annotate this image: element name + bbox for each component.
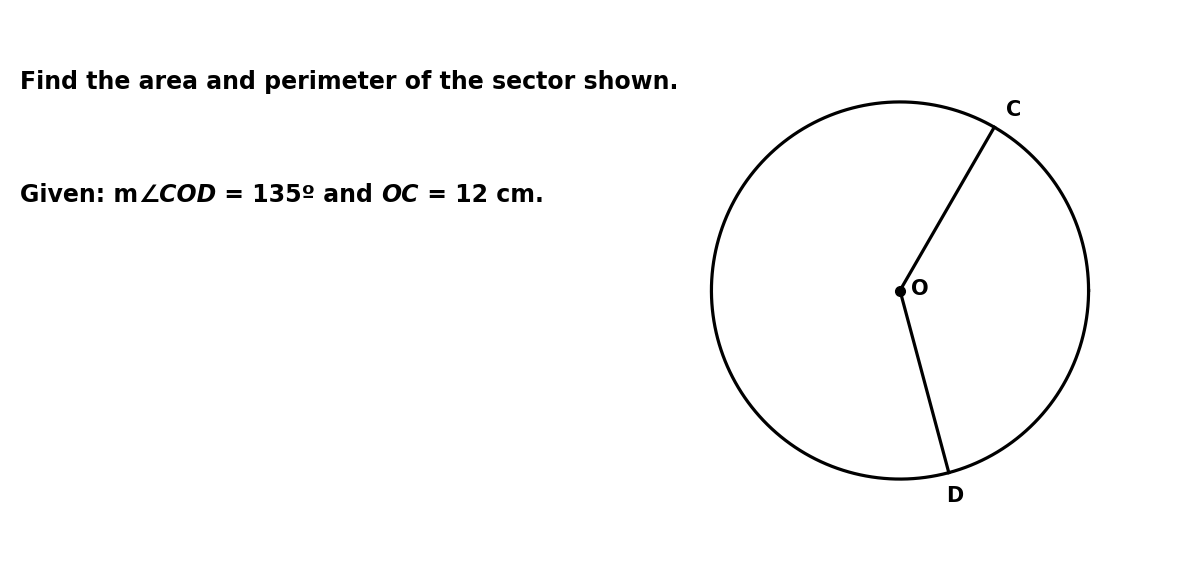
- Text: OC: OC: [382, 183, 419, 207]
- Text: C: C: [1006, 100, 1021, 120]
- Text: = 135º and: = 135º and: [216, 183, 382, 207]
- Text: O: O: [911, 279, 929, 299]
- Text: Given: m: Given: m: [19, 183, 138, 207]
- Text: ∠COD: ∠COD: [138, 183, 216, 207]
- Text: D: D: [946, 486, 964, 506]
- Text: Find the area and perimeter of the sector shown.: Find the area and perimeter of the secto…: [19, 70, 678, 94]
- Text: = 12 cm.: = 12 cm.: [419, 183, 544, 207]
